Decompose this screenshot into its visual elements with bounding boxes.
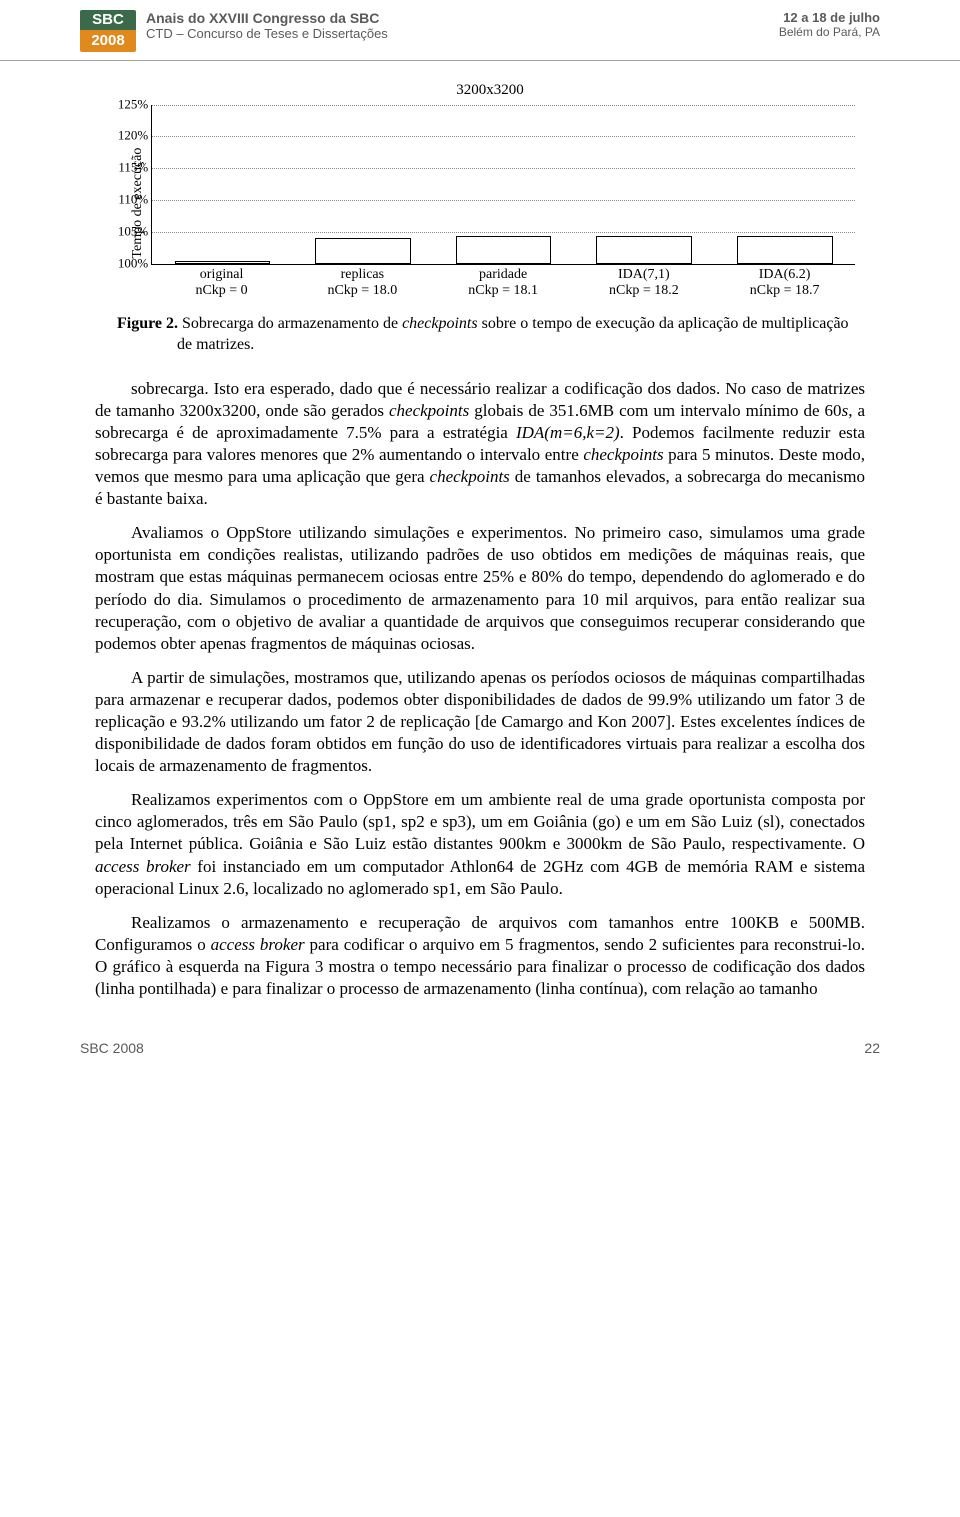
- x-label-line1: original: [151, 267, 292, 284]
- x-axis-label: IDA(7,1)nCkp = 18.2: [573, 267, 714, 301]
- paragraph-1: sobrecarga. Isto era esperado, dado que …: [95, 378, 865, 511]
- x-label-line2: nCkp = 18.7: [714, 283, 855, 300]
- page-footer: SBC 2008 22: [0, 1032, 960, 1072]
- y-tick-label: 120%: [118, 128, 148, 145]
- gridline: [152, 105, 855, 106]
- x-label-line2: nCkp = 0: [151, 283, 292, 300]
- bar-slot: [293, 105, 434, 264]
- conference-dates: 12 a 18 de julho: [779, 10, 880, 25]
- bar: [315, 238, 411, 263]
- figure-caption-part1: Sobrecarga do armazenamento de: [182, 315, 402, 332]
- conference-title: Anais do XXVIII Congresso da SBC: [146, 10, 779, 26]
- paragraph-5: Realizamos o armazenamento e recuperação…: [95, 912, 865, 1000]
- gridline: [152, 168, 855, 169]
- bar-slot: [433, 105, 574, 264]
- sbc-logo: SBC 2008: [80, 10, 136, 56]
- x-axis-label: replicasnCkp = 18.0: [292, 267, 433, 301]
- footer-left: SBC 2008: [80, 1040, 144, 1056]
- chart-title: 3200x3200: [125, 81, 855, 101]
- paragraph-3: A partir de simulações, mostramos que, u…: [95, 667, 865, 777]
- x-labels-row: originalnCkp = 0replicasnCkp = 18.0parid…: [151, 267, 855, 301]
- chart-plot-area: 125%120%115%110%105%100%: [151, 105, 855, 265]
- bar-slot: [152, 105, 293, 264]
- gridline: [152, 136, 855, 137]
- bar-slot: [574, 105, 715, 264]
- logo-bottom-text: 2008: [80, 30, 136, 52]
- bar-slot: [714, 105, 855, 264]
- y-tick-label: 100%: [118, 255, 148, 272]
- y-tick-label: 105%: [118, 223, 148, 240]
- x-label-line1: replicas: [292, 267, 433, 284]
- x-axis-label: originalnCkp = 0: [151, 267, 292, 301]
- paragraph-2: Avaliamos o OppStore utilizando simulaçõ…: [95, 522, 865, 655]
- paragraph-4: Realizamos experimentos com o OppStore e…: [95, 789, 865, 899]
- y-tick-column: 125%120%115%110%105%100%: [102, 105, 148, 264]
- page-content: 3200x3200 Tempo de execução 125%120%115%…: [0, 61, 960, 1032]
- header-left-block: Anais do XXVIII Congresso da SBC CTD – C…: [146, 10, 779, 41]
- y-tick-label: 115%: [118, 160, 148, 177]
- x-label-line2: nCkp = 18.0: [292, 283, 433, 300]
- conference-location: Belém do Pará, PA: [779, 25, 880, 39]
- x-axis-label: IDA(6.2)nCkp = 18.7: [714, 267, 855, 301]
- header-right-block: 12 a 18 de julho Belém do Pará, PA: [779, 10, 880, 39]
- conference-subtitle: CTD – Concurso de Teses e Dissertações: [146, 26, 779, 41]
- logo-top-text: SBC: [80, 10, 136, 30]
- footer-page-number: 22: [864, 1040, 880, 1056]
- x-axis-label: paridadenCkp = 18.1: [433, 267, 574, 301]
- figure2-chart: 3200x3200 Tempo de execução 125%120%115%…: [95, 81, 865, 300]
- figure-caption-em: checkpoints: [402, 315, 478, 332]
- gridline: [152, 200, 855, 201]
- gridline: [152, 232, 855, 233]
- figure-label: Figure 2.: [117, 315, 178, 332]
- bar: [596, 236, 692, 264]
- x-label-line1: paridade: [433, 267, 574, 284]
- bar: [175, 261, 271, 264]
- bars-container: [152, 105, 855, 264]
- figure2-caption: Figure 2. Sobrecarga do armazenamento de…: [141, 314, 865, 356]
- x-label-line2: nCkp = 18.2: [573, 283, 714, 300]
- page-header: SBC 2008 Anais do XXVIII Congresso da SB…: [0, 0, 960, 61]
- x-label-line1: IDA(6.2): [714, 267, 855, 284]
- y-tick-label: 125%: [118, 96, 148, 113]
- bar: [737, 236, 833, 263]
- x-label-line1: IDA(7,1): [573, 267, 714, 284]
- y-tick-label: 110%: [118, 191, 148, 208]
- x-label-line2: nCkp = 18.1: [433, 283, 574, 300]
- bar: [456, 236, 552, 263]
